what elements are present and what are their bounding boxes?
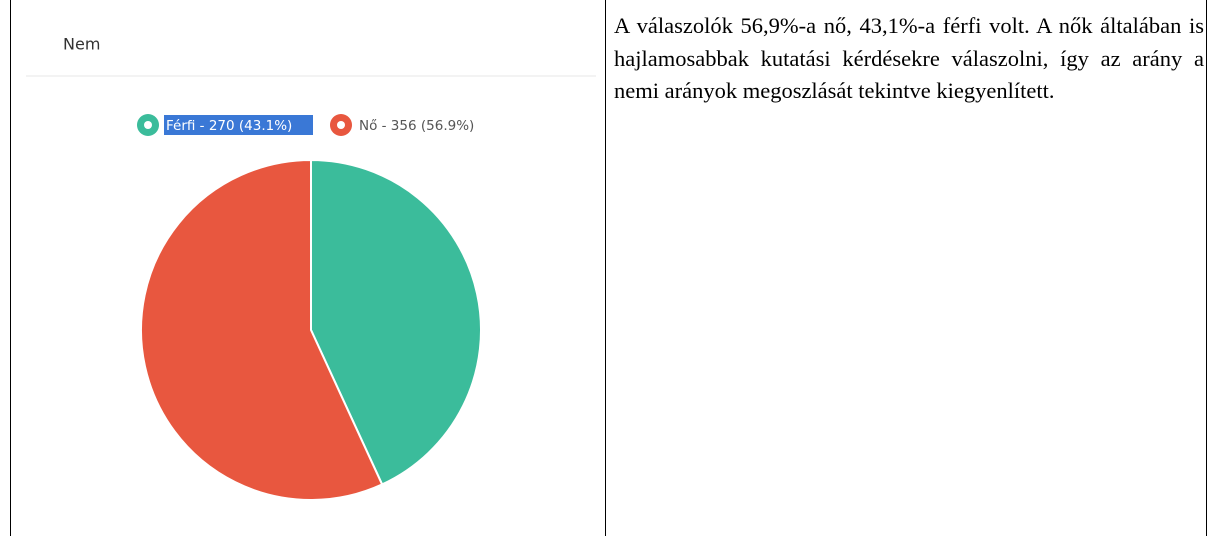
chart: Nem Férfi - 270 (43.1%) Nő - 356 (56.9%) (26, 35, 596, 501)
pie-slice (140, 158, 384, 501)
legend-label: Nő - 356 (56.9%) (359, 118, 474, 134)
legend-label: Férfi - 270 (43.1%) (166, 118, 292, 134)
legend-marker-center (144, 121, 152, 129)
legend-marker-center (337, 121, 345, 129)
selection-highlight (164, 115, 313, 135)
pie-slice (310, 158, 482, 486)
chart-cell: Nem Férfi - 270 (43.1%) Nő - 356 (56.9%) (10, 0, 606, 536)
paragraph: A válaszolók 56,9%-a nő, 43,1%-a férfi v… (614, 13, 1204, 103)
chart-title: Nem (63, 35, 100, 54)
text-cell: A válaszolók 56,9%-a nő, 43,1%-a férfi v… (606, 0, 1207, 536)
